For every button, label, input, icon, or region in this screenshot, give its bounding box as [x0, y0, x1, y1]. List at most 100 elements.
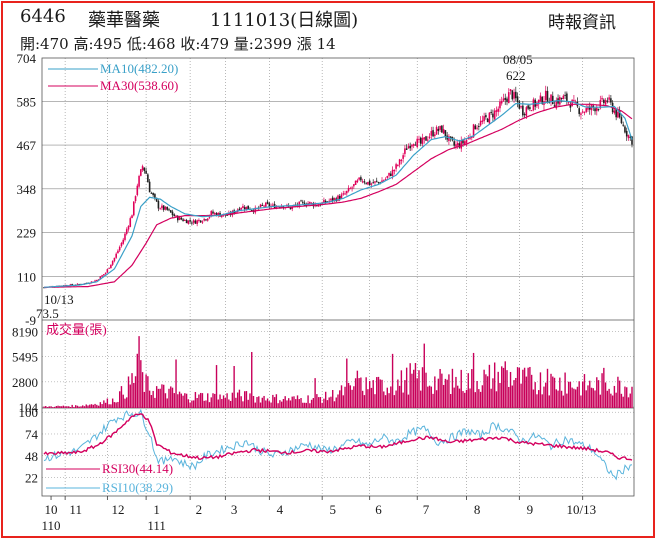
- volume-axis-ticks: 104 2800 5495 8190: [12, 325, 39, 415]
- candle-body: [493, 110, 496, 120]
- volume-bar: [97, 405, 100, 408]
- volume-bar: [557, 390, 559, 408]
- low-date-label: 10/13: [44, 292, 74, 307]
- volume-bar: [43, 406, 45, 408]
- volume-bar: [284, 396, 286, 408]
- volume-bar: [400, 370, 403, 408]
- candle-body: [243, 207, 246, 210]
- volume-bar: [252, 395, 255, 408]
- candle-body: [358, 177, 360, 180]
- candle-body: [140, 169, 142, 176]
- candle-body: [316, 205, 318, 207]
- candle-body: [263, 205, 265, 207]
- candle-body: [110, 264, 112, 268]
- candle-body: [120, 243, 123, 247]
- candle-body: [365, 183, 367, 185]
- price-tick-label: 229: [17, 226, 37, 241]
- candle-body: [201, 221, 204, 223]
- volume-bar: [138, 336, 140, 408]
- volume-bar: [87, 405, 89, 408]
- candle-body: [418, 138, 420, 140]
- candle-body: [419, 137, 422, 144]
- candle-body: [435, 127, 438, 135]
- candle-body: [129, 218, 132, 227]
- candle-body: [354, 180, 357, 185]
- volume-bar: [416, 378, 418, 408]
- candle-body: [481, 120, 484, 122]
- volume-bar: [305, 402, 308, 408]
- volume-bar: [273, 397, 276, 408]
- volume-tick-label: 8190: [12, 325, 38, 340]
- candle-body: [567, 102, 570, 104]
- volume-bar: [243, 391, 246, 408]
- candle-body: [499, 101, 501, 109]
- volume-bar: [120, 386, 123, 408]
- volume-bar: [367, 389, 369, 408]
- volume-bar: [180, 393, 183, 408]
- volume-bar: [536, 394, 538, 408]
- candle-body: [367, 181, 369, 185]
- volume-bar: [277, 403, 279, 408]
- volume-bar: [185, 393, 188, 408]
- candle-body: [490, 111, 492, 113]
- candle-body: [131, 215, 133, 219]
- volume-bars: [43, 336, 633, 408]
- candle-body: [601, 98, 603, 100]
- candle-body: [363, 181, 366, 183]
- candle-body: [511, 90, 514, 100]
- candle-body: [405, 148, 408, 150]
- x-year-label: 110: [42, 518, 61, 533]
- volume-bar: [527, 367, 529, 408]
- x-tick-label: 7: [423, 502, 430, 517]
- candle-body: [398, 159, 401, 165]
- volume-bar: [564, 372, 566, 408]
- ohlc-stats: 開:470 高:495 低:468 收:479 量:2399 漲 14: [20, 35, 336, 53]
- volume-bar: [164, 393, 167, 408]
- volume-bar: [89, 404, 91, 408]
- volume-bar: [140, 360, 142, 408]
- volume-bar: [599, 394, 602, 408]
- volume-bar: [103, 400, 105, 408]
- volume-bar: [569, 381, 572, 408]
- low-value-label: 73.5: [36, 306, 59, 321]
- volume-bar: [141, 372, 144, 408]
- volume-bar: [552, 376, 554, 408]
- candle-body: [425, 136, 427, 141]
- volume-bar: [207, 393, 209, 408]
- volume-bar: [342, 395, 344, 408]
- candle-body: [386, 176, 389, 178]
- candle-body: [486, 118, 489, 123]
- candle-body: [613, 110, 616, 114]
- candle-body: [247, 205, 250, 210]
- candle-body: [159, 208, 161, 210]
- volume-bar: [201, 393, 204, 408]
- candle-body: [192, 220, 195, 223]
- candle-body: [143, 167, 146, 171]
- stock-code: 6446: [20, 6, 66, 27]
- candle-body: [509, 89, 512, 92]
- volume-bar: [613, 385, 616, 408]
- volume-bar: [152, 390, 154, 408]
- candle-body: [187, 220, 190, 224]
- candle-body: [136, 185, 139, 196]
- volume-bar: [548, 395, 550, 408]
- candle-body: [240, 207, 242, 210]
- candle-body: [453, 141, 455, 146]
- candle-body: [372, 182, 375, 184]
- price-tick-label: 704: [17, 51, 37, 66]
- volume-bar: [175, 359, 177, 408]
- candle-body: [426, 139, 429, 141]
- price-tick-label: 585: [17, 95, 37, 110]
- candle-body: [291, 206, 294, 209]
- candle-body: [265, 202, 267, 207]
- volume-bar: [161, 384, 163, 408]
- volume-bar: [199, 392, 202, 408]
- volume-bar: [251, 352, 253, 408]
- candle-body: [301, 201, 304, 203]
- candle-body: [532, 99, 535, 111]
- volume-bar: [361, 390, 364, 408]
- candle-body: [338, 195, 341, 200]
- volume-bar: [229, 400, 232, 408]
- volume-bar: [525, 376, 528, 408]
- chart-date-title: 1111013(日線圖): [210, 10, 359, 31]
